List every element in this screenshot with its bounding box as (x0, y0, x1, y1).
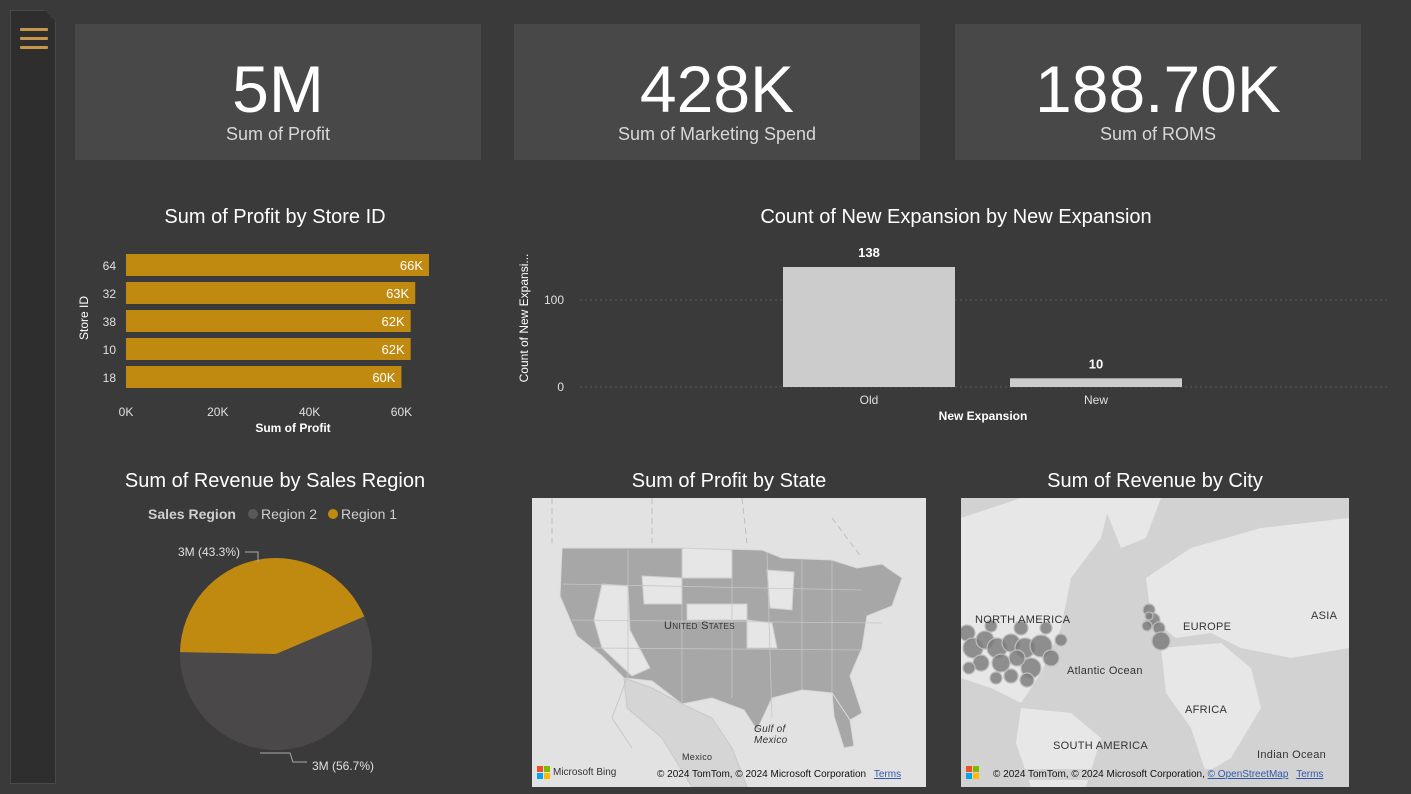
legend-marker (328, 509, 338, 519)
kpi-card-profit[interactable]: 5M Sum of Profit (75, 24, 481, 160)
attribution-text: © 2024 TomTom, © 2024 Microsoft Corporat… (993, 769, 1205, 780)
leader-line (245, 551, 259, 562)
x-tick-label: Old (860, 393, 879, 407)
profit-bar-data-label: 62K (381, 342, 404, 357)
expansion-chart-title: Count of New Expansion by New Expansion (760, 206, 1152, 228)
revenue-by-city-map[interactable]: NORTH AMERICA EUROPE ASIA Atlantic Ocean… (961, 498, 1349, 787)
map-attribution: © 2024 TomTom, © 2024 Microsoft Corporat… (657, 769, 901, 780)
kpi-label: Sum of Marketing Spend (617, 124, 817, 144)
x-axis-label: Sum of Profit (255, 421, 330, 435)
expansion-bar-data-label: 138 (858, 245, 880, 260)
map-label-south-america: SOUTH AMERICA (1053, 740, 1148, 752)
kpi-value: 188.70K (1035, 52, 1281, 126)
profit-bar[interactable] (126, 310, 411, 332)
map-label-gulf: Gulf of Mexico (754, 724, 788, 746)
expansion-bar[interactable] (1010, 378, 1182, 387)
x-axis-label: New Expansion (939, 409, 1028, 423)
y-tick-label: 0 (557, 380, 564, 394)
store-id-tick-label: 38 (103, 315, 117, 329)
map-label-north-america: NORTH AMERICA (975, 614, 1071, 626)
kpi-label: Sum of ROMS (1099, 124, 1217, 144)
map-label-atlantic: Atlantic Ocean (1067, 665, 1143, 677)
profit-bar-data-label: 63K (386, 286, 409, 301)
x-tick-label: 60K (391, 405, 412, 419)
pie-data-label: 3M (56.7%) (312, 759, 374, 773)
terms-link[interactable]: Terms (1296, 769, 1324, 780)
openstreetmap-link[interactable]: © OpenStreetMap (1207, 769, 1289, 780)
leader-line (260, 752, 307, 763)
legend-title: Sales Region (148, 506, 236, 522)
kpi-value: 428K (639, 52, 795, 126)
nav-sidebar (10, 10, 56, 784)
attribution-text: © 2024 TomTom, © 2024 Microsoft Corporat… (657, 769, 867, 780)
expansion-chart[interactable]: 0 100 138 Old 10 New New Expansion Count of New… (510, 236, 1400, 432)
map-label-us: United States (664, 620, 735, 632)
kpi-label: Sum of Profit (225, 124, 331, 144)
x-tick-label: New (1084, 393, 1108, 407)
profit-bar[interactable] (126, 282, 416, 304)
profit-by-state-map[interactable]: United States Gulf of Mexico Mexico Micr… (532, 498, 926, 787)
map-label-indian-ocean: Indian Ocean (1257, 749, 1327, 761)
profit-bar-data-label: 66K (400, 258, 423, 273)
revenue-by-city-title: Sum of Revenue by City (1047, 470, 1263, 492)
map-attribution: © 2024 TomTom, © 2024 Microsoft Corporat… (993, 769, 1324, 780)
pie-slice[interactable] (180, 616, 372, 750)
y-axis-label: Store ID (77, 296, 91, 340)
y-tick-label: 100 (544, 293, 564, 307)
revenue-by-region-pie[interactable]: Sales Region Region 2 Region 1 3M (56.7%) 3M… (75, 500, 475, 790)
revenue-by-region-title: Sum of Revenue by Sales Region (124, 470, 426, 492)
profit-bar[interactable] (126, 254, 429, 276)
profit-bar[interactable] (126, 366, 402, 388)
kpi-card-roms[interactable]: 188.70K Sum of ROMS (955, 24, 1361, 160)
profit-bar-data-label: 60K (372, 370, 395, 385)
bing-logo (966, 766, 982, 779)
expansion-bar-data-label: 10 (1089, 356, 1103, 371)
kpi-value: 5M (232, 52, 324, 126)
profit-bar-data-label: 62K (381, 314, 404, 329)
x-tick-label: 20K (207, 405, 228, 419)
legend-label[interactable]: Region 2 (261, 506, 317, 522)
hamburger-menu-icon[interactable] (20, 28, 48, 52)
bing-logo: Microsoft Bing (537, 766, 616, 779)
store-id-tick-label: 10 (103, 343, 117, 357)
pie-data-label: 3M (43.3%) (178, 545, 240, 559)
store-id-tick-label: 18 (103, 371, 117, 385)
map-label-africa: AFRICA (1185, 704, 1228, 716)
y-axis-label: Count of New Expansi... (517, 254, 531, 383)
store-id-tick-label: 32 (103, 287, 117, 301)
world-map-shapes (961, 498, 1349, 787)
map-label-europe: EUROPE (1183, 621, 1232, 633)
x-tick-label: 40K (299, 405, 320, 419)
legend-marker (248, 509, 258, 519)
map-label-mexico: Mexico (682, 752, 713, 762)
terms-link[interactable]: Terms (873, 769, 902, 780)
microsoft-logo-icon (537, 766, 550, 779)
pie-slice[interactable] (180, 558, 365, 654)
bing-label: Microsoft Bing (553, 767, 617, 779)
profit-by-store-title: Sum of Profit by Store ID (164, 206, 386, 228)
store-id-tick-label: 64 (103, 259, 117, 273)
profit-bar[interactable] (126, 338, 411, 360)
microsoft-logo-icon (966, 766, 979, 779)
kpi-card-marketing-spend[interactable]: 428K Sum of Marketing Spend (514, 24, 920, 160)
us-map-shapes (532, 498, 926, 787)
x-tick-label: 0K (119, 405, 134, 419)
expansion-bar[interactable] (783, 267, 955, 387)
legend-label[interactable]: Region 1 (341, 506, 397, 522)
profit-by-store-chart[interactable]: 64 66K 32 63K 38 62K 10 62K 18 60K 0K 20K 40K 60K Sum … (70, 236, 480, 440)
map-label-asia: ASIA (1311, 610, 1338, 622)
profit-by-state-title: Sum of Profit by State (631, 470, 827, 492)
